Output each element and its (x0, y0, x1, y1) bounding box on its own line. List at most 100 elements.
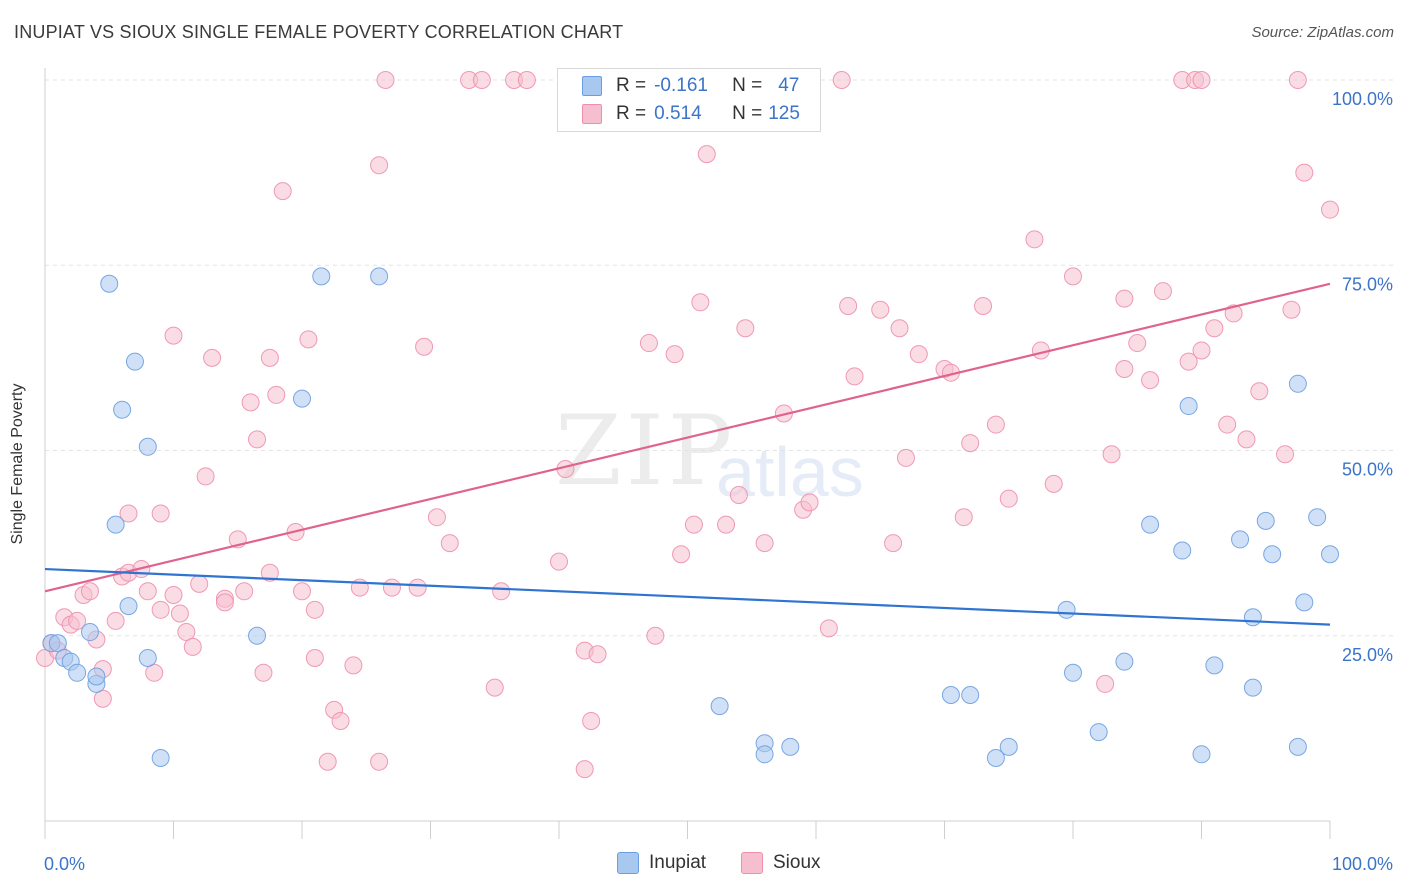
sioux-n-value: 125 (768, 103, 800, 124)
inupiat-point (106, 515, 125, 534)
sioux-point (691, 293, 710, 312)
sioux-point (665, 345, 684, 364)
sioux-point (164, 585, 183, 604)
sioux-point (884, 534, 903, 553)
sioux-point (472, 71, 491, 89)
source-credit: Source: ZipAtlas.com (1251, 24, 1394, 41)
inupiat-point (1295, 593, 1314, 612)
sioux-point (492, 582, 511, 601)
y-axis-label: Single Female Poverty (9, 383, 26, 545)
inupiat-point (100, 274, 119, 293)
sioux-point (408, 578, 427, 597)
inupiat-point (781, 737, 800, 756)
inupiat-point (138, 437, 157, 456)
inupiat-point (293, 389, 311, 408)
inupiat-point (710, 697, 729, 716)
sioux-point (305, 600, 324, 619)
inupiat-point (1256, 511, 1275, 530)
sioux-point (1025, 230, 1044, 249)
sioux-point (1192, 71, 1211, 89)
sioux-point (1192, 341, 1211, 360)
sioux-point (331, 711, 350, 730)
inupiat-point (1115, 652, 1134, 671)
series-legend: Inupiat Sioux (0, 852, 1406, 878)
sioux-point (318, 752, 337, 771)
inupiat-point (151, 749, 170, 768)
inupiat-point (1141, 515, 1160, 534)
sioux-point (1218, 415, 1237, 434)
inupiat-trend-line (44, 567, 1331, 626)
x-tick-label: 100.0% (1332, 854, 1393, 874)
legend-sioux-label: Sioux (773, 852, 821, 873)
inupiat-point (1243, 678, 1262, 697)
y-tick-label: 75.0% (1342, 274, 1393, 294)
y-tick-label: 50.0% (1342, 460, 1393, 480)
sioux-point (729, 485, 748, 504)
sioux-point (190, 574, 209, 593)
y-tick-label: 100.0% (1332, 89, 1393, 109)
sioux-point (382, 578, 401, 597)
inupiat-n-value: 47 (778, 75, 800, 96)
sioux-point (582, 711, 601, 730)
sioux-point (1288, 71, 1307, 89)
x-tick-label: 0.0% (44, 854, 85, 874)
sioux-point (1205, 319, 1224, 338)
sioux-point (203, 348, 222, 367)
inupiat-point (1288, 374, 1307, 393)
sioux-point (305, 648, 324, 667)
sioux-point (80, 582, 99, 601)
inupiat-point (986, 749, 1005, 768)
inupiat-point (1179, 397, 1198, 416)
inupiat-point (1321, 545, 1339, 564)
sioux-point (575, 760, 594, 779)
sioux-r-label: R = (616, 103, 647, 124)
chart-title: INUPIAT VS SIOUX SINGLE FEMALE POVERTY C… (14, 22, 624, 42)
sioux-point (954, 508, 973, 527)
inupiat-point (1192, 745, 1211, 764)
sioux-point (427, 508, 446, 527)
sioux-point (1115, 359, 1134, 378)
sioux-point (550, 552, 568, 571)
sioux-point (1096, 674, 1115, 693)
sioux-point (1141, 371, 1160, 390)
sioux-point (646, 626, 665, 645)
inupiat-point (370, 267, 389, 286)
sioux-point (177, 623, 196, 642)
sioux-point (145, 663, 164, 682)
inupiat-point (961, 686, 980, 705)
sioux-point (440, 534, 459, 553)
sioux-point (293, 582, 311, 601)
sioux-point (517, 71, 536, 89)
legend-sioux: Sioux (741, 852, 821, 874)
sioux-point (890, 319, 909, 338)
sioux-point (1179, 352, 1198, 371)
sioux-point (697, 145, 716, 164)
sioux-point (1128, 334, 1147, 353)
sioux-point (717, 515, 736, 534)
sioux-point (254, 663, 273, 682)
sioux-point (1102, 445, 1121, 464)
sioux-point (235, 582, 254, 601)
inupiat-n-label: N = (732, 75, 763, 96)
inupiat-point (113, 400, 132, 419)
inupiat-r-value: -0.161 (654, 75, 708, 96)
sioux-point (260, 563, 279, 582)
sioux-point (376, 71, 395, 89)
sioux-point (119, 504, 138, 523)
sioux-point (93, 689, 112, 708)
inupiat-point (1057, 600, 1076, 619)
inupiat-point (119, 597, 138, 616)
legend-row-inupiat: R = -0.161 N = 47 (582, 74, 799, 98)
legend-sioux-swatch (741, 852, 763, 874)
sioux-point (871, 300, 890, 319)
sioux-point (215, 593, 234, 612)
legend-inupiat: Inupiat (617, 852, 706, 874)
inupiat-point (80, 623, 99, 642)
sioux-point (819, 619, 838, 638)
legend-inupiat-swatch (617, 852, 639, 874)
y-tick-label: 25.0% (1342, 645, 1393, 665)
sioux-point (241, 393, 260, 412)
sioux-point (1237, 430, 1256, 449)
inupiat-point (68, 663, 87, 682)
inupiat-point (1205, 656, 1224, 675)
